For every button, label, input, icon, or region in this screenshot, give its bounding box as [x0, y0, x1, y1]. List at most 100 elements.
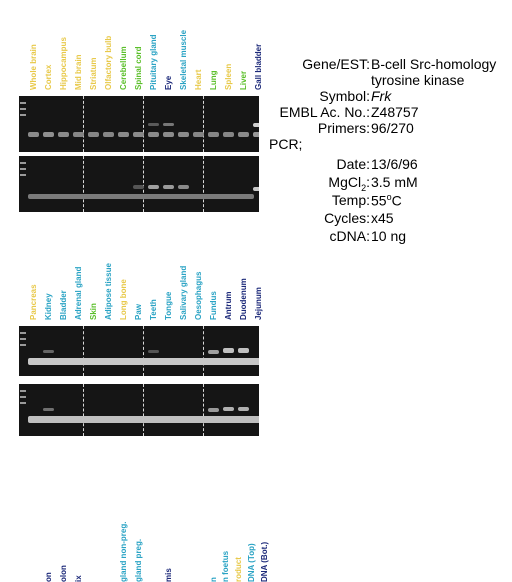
- gel-band: [238, 348, 249, 353]
- lane-divider: [83, 96, 84, 152]
- gel-band: [223, 348, 234, 353]
- gel-image-panel-2-top: [19, 326, 259, 376]
- embl-key: EMBL Ac. No.:: [279, 104, 370, 120]
- lane-divider: [143, 384, 144, 436]
- gel-band: [148, 185, 159, 189]
- gel-band: [88, 132, 99, 137]
- temp-degree: o: [386, 192, 392, 202]
- info-row-gene-cont: tyrosine kinase: [265, 72, 510, 88]
- cycles-value: x45: [371, 210, 394, 226]
- lane-label: gland non-preg.: [119, 521, 128, 582]
- lane-label: Pancreas: [29, 284, 38, 320]
- info-row-date: Date: 13/6/96: [265, 156, 510, 172]
- gel-image-panel-2-bottom: [19, 384, 259, 436]
- lane-divider: [143, 156, 144, 212]
- gel-image-panel-1-bottom: [19, 156, 259, 212]
- lane-divider: [83, 326, 84, 376]
- lane-label: Spinal cord: [134, 46, 143, 90]
- ladder-mark: [20, 102, 26, 104]
- mgcl-colon: :: [366, 174, 370, 190]
- gel-band: [238, 132, 249, 137]
- primers-value: 96/270: [371, 120, 414, 136]
- gene-value-cont: tyrosine kinase: [371, 72, 465, 88]
- gel-band: [28, 194, 254, 199]
- lane-label: Fundus: [209, 291, 218, 320]
- cdna-key: cDNA:: [329, 228, 370, 244]
- lane-label: DNA (Bot.): [260, 541, 269, 582]
- lane-label: roduct: [234, 557, 243, 582]
- lane-divider: [83, 384, 84, 436]
- lane-label: Liver: [239, 70, 248, 90]
- lane-label: Skeletal muscle: [179, 29, 188, 90]
- info-row-gene: Gene/EST: B-cell Src-homology: [265, 56, 510, 72]
- info-row-pcr: PCR;: [265, 136, 510, 152]
- lane-divider: [143, 326, 144, 376]
- lane-label: Olfactory bulb: [104, 35, 113, 90]
- lane-label: Spleen: [224, 63, 233, 90]
- lane-label: n: [209, 577, 218, 582]
- gel-band: [43, 408, 54, 411]
- symbol-key: Symbol:: [319, 88, 370, 104]
- gel-band: [208, 408, 219, 412]
- ladder-mark: [20, 114, 26, 116]
- lane-label: mis: [164, 568, 173, 582]
- mgcl-value: 3.5 mM: [371, 174, 418, 190]
- lane-label: Teeth: [149, 299, 158, 320]
- ladder-mark: [20, 174, 26, 176]
- gel-band: [163, 123, 174, 126]
- lane-label: Salivary gland: [179, 265, 188, 320]
- mgcl-key-text: MgCl: [328, 174, 362, 190]
- symbol-value: Frk: [371, 88, 392, 104]
- lane-label: Whole brain: [29, 44, 38, 90]
- lane-label: Tongue: [164, 291, 173, 320]
- gel-band: [223, 132, 234, 137]
- gel-band: [148, 350, 159, 353]
- date-key: Date:: [336, 156, 370, 172]
- info-row-temp: Temp: 55oC: [265, 192, 510, 209]
- lane-label: Oesophagus: [194, 271, 203, 320]
- lane-label: Adrenal gland: [74, 266, 83, 320]
- lane-label: Jejunum: [254, 287, 263, 320]
- mgcl-sub: 2: [361, 182, 367, 193]
- lane-label: Duodenum: [239, 278, 248, 320]
- date-value: 13/6/96: [371, 156, 418, 172]
- gel-band: [193, 132, 204, 137]
- gel-band: [58, 132, 69, 137]
- gel-band: [253, 132, 259, 137]
- lane-label: Mid brain: [74, 54, 83, 90]
- lane-divider: [203, 96, 204, 152]
- gel-band: [103, 132, 114, 137]
- ladder-mark: [20, 402, 26, 404]
- gel-band: [178, 132, 189, 137]
- lane-label: Cortex: [44, 64, 53, 90]
- lane-labels-panel-3: on olon ix gland non-preg. gland preg. m…: [19, 512, 269, 582]
- gel-band: [118, 132, 129, 137]
- info-row-embl: EMBL Ac. No.: Z48757: [265, 104, 510, 120]
- gel-band: [253, 123, 259, 127]
- lane-label: Heart: [194, 69, 203, 90]
- temp-value: 55oC: [371, 192, 402, 209]
- experiment-info: Gene/EST: B-cell Src-homology tyrosine k…: [265, 56, 510, 244]
- gel-band: [148, 132, 159, 137]
- gel-band: [163, 132, 174, 137]
- gene-value: B-cell Src-homology: [371, 56, 497, 72]
- lane-label: DNA (Top): [247, 543, 256, 582]
- gel-band: [178, 185, 189, 189]
- gel-band: [28, 132, 39, 137]
- info-row-cycles: Cycles: x45: [265, 210, 510, 226]
- mgcl-key: MgCl2:: [328, 174, 370, 193]
- lane-label: Lung: [209, 70, 218, 90]
- lane-label: Striatum: [89, 57, 98, 90]
- lane-divider: [203, 156, 204, 212]
- cycles-key: Cycles:: [324, 210, 370, 226]
- gel-image-panel-1-top: [19, 96, 259, 152]
- gel-band: [133, 185, 144, 189]
- info-row-mgcl: MgCl2: 3.5 mM: [265, 174, 510, 193]
- gel-band: [43, 132, 54, 137]
- gel-band: [238, 407, 249, 411]
- gel-band: [43, 350, 54, 353]
- lane-label: Kidney: [44, 293, 53, 320]
- lane-divider: [143, 96, 144, 152]
- lane-label: Eye: [164, 75, 173, 90]
- lane-labels-panel-2: Pancreas Kidney Bladder Adrenal gland Sk…: [19, 250, 263, 320]
